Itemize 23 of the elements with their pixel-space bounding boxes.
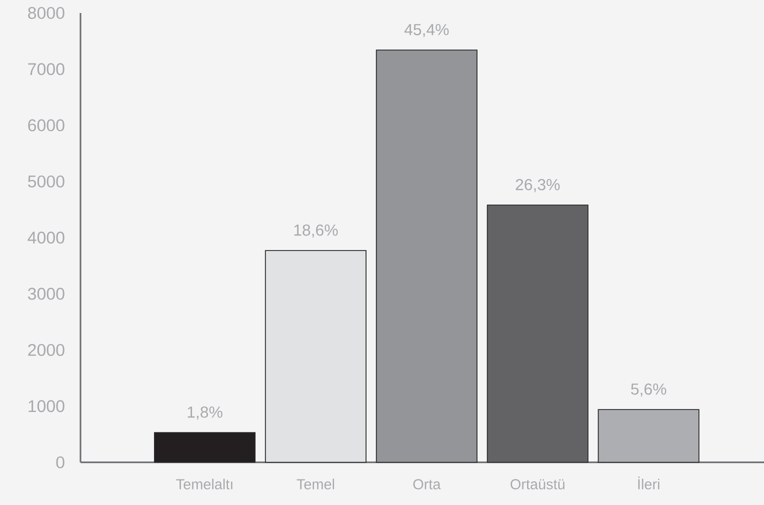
x-tick-label: Temel [296, 478, 334, 490]
y-tick-label: 7000 [28, 63, 64, 76]
annotation: 18,6% [294, 224, 338, 238]
annotation: 45,4% [404, 24, 449, 38]
x-tick-label: Ortaüstü [510, 479, 564, 490]
y-tick-label: 4000 [28, 232, 64, 244]
x-tick-label: Temelaltı [176, 478, 232, 490]
annotation: 26,3% [516, 178, 560, 192]
annotation: 1,8% [188, 406, 222, 420]
y-tick-label: 8000 [28, 6, 64, 19]
bar [598, 408, 700, 463]
x-tick-label: Orta [413, 479, 441, 490]
annotation: 5,6% [631, 383, 666, 397]
y-tick-label: 3000 [28, 288, 64, 300]
x-tick-label: İleri [638, 476, 660, 490]
y-tick-label: 5000 [28, 175, 64, 188]
bar [376, 50, 478, 463]
y-tick-label: 2000 [28, 344, 64, 356]
y-tick-label: 1000 [28, 400, 64, 412]
bar [264, 250, 366, 463]
y-tick-label: 0 [56, 456, 64, 468]
bar [154, 432, 256, 463]
y-tick-label: 6000 [28, 119, 64, 132]
